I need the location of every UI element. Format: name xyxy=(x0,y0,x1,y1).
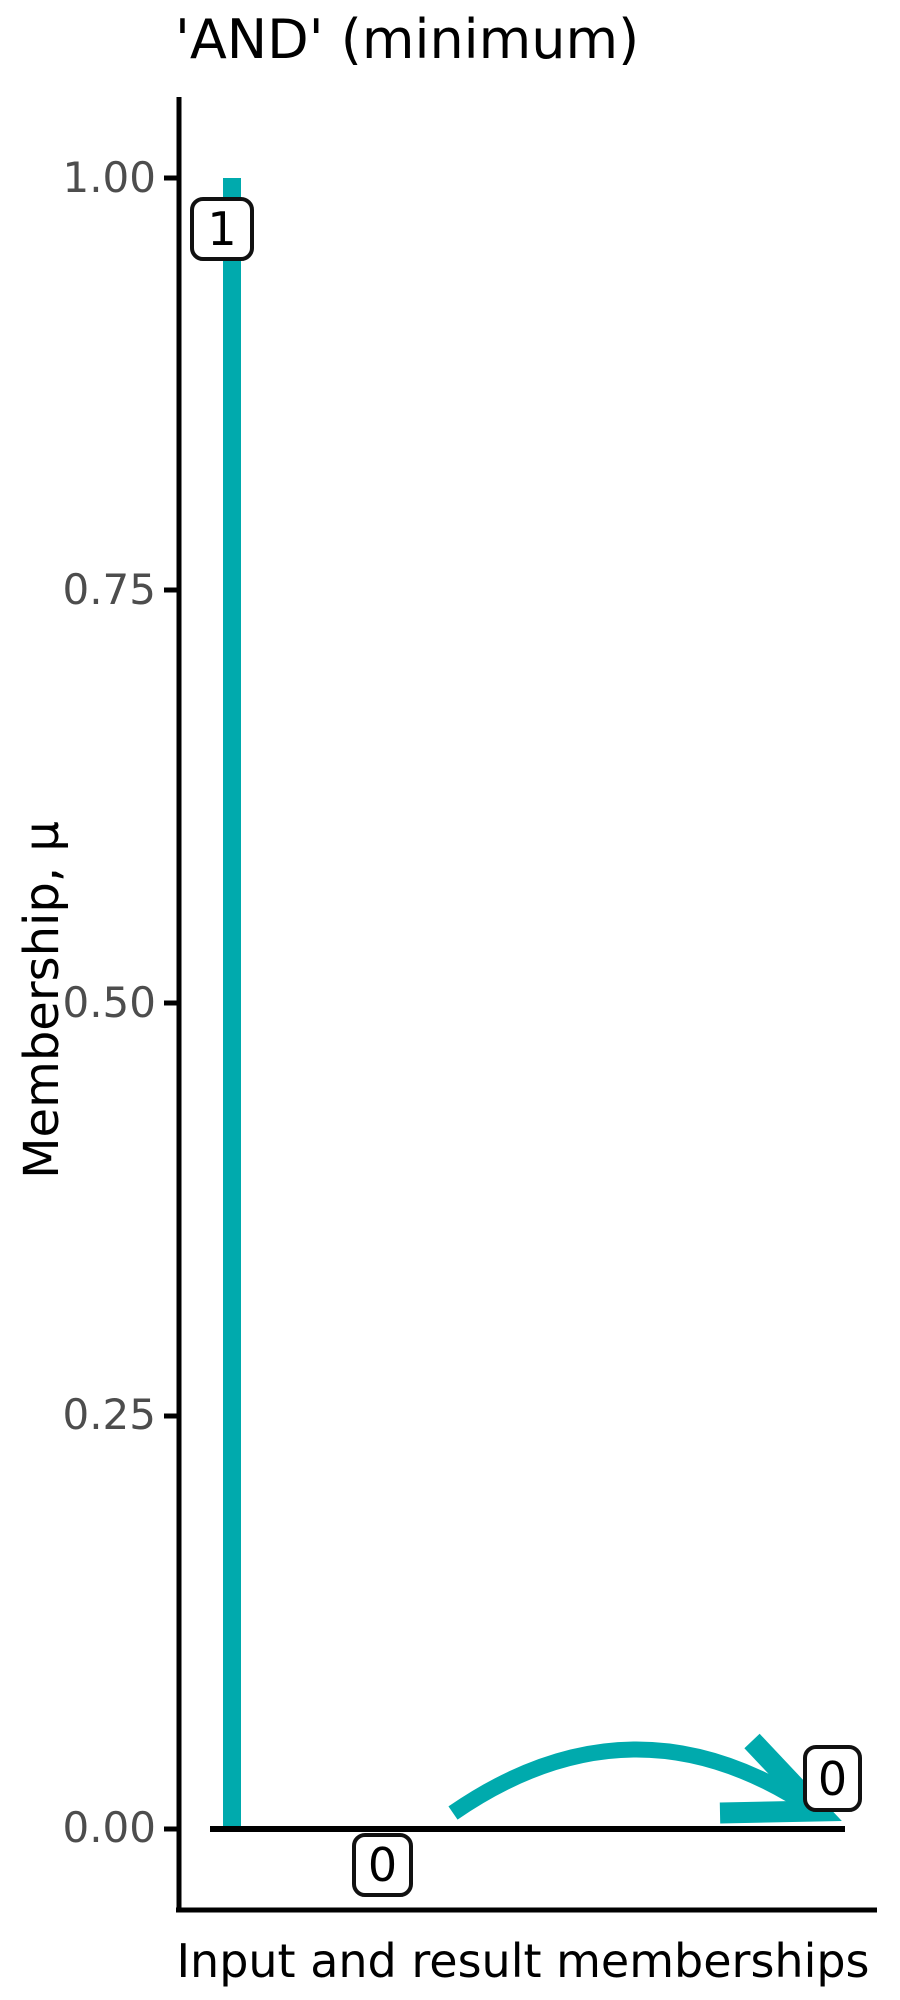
y-tick-label-0.75: 0.75 xyxy=(62,565,156,614)
result-value-label-box: 0 xyxy=(803,1745,862,1812)
y-tick-label-0.00: 0.00 xyxy=(62,1803,156,1852)
result-arrow-curve xyxy=(448,1741,818,1820)
y-tick-label-0.25: 0.25 xyxy=(62,1390,156,1439)
y-tick-label-0.50: 0.50 xyxy=(62,978,156,1027)
bar-value-label-box: 1 xyxy=(190,197,254,261)
result-value-label: 0 xyxy=(817,1751,848,1806)
x-axis-title: Input and result memberships xyxy=(176,1934,870,1988)
y-tick-label-1.00: 1.00 xyxy=(62,153,156,202)
zero-value-label: 0 xyxy=(367,1838,398,1892)
chart-title: 'AND' (minimum) xyxy=(175,8,640,71)
zero-value-label-box: 0 xyxy=(352,1833,413,1897)
bar-value-label: 1 xyxy=(207,202,237,256)
membership-bar-value-1 xyxy=(223,178,241,1830)
